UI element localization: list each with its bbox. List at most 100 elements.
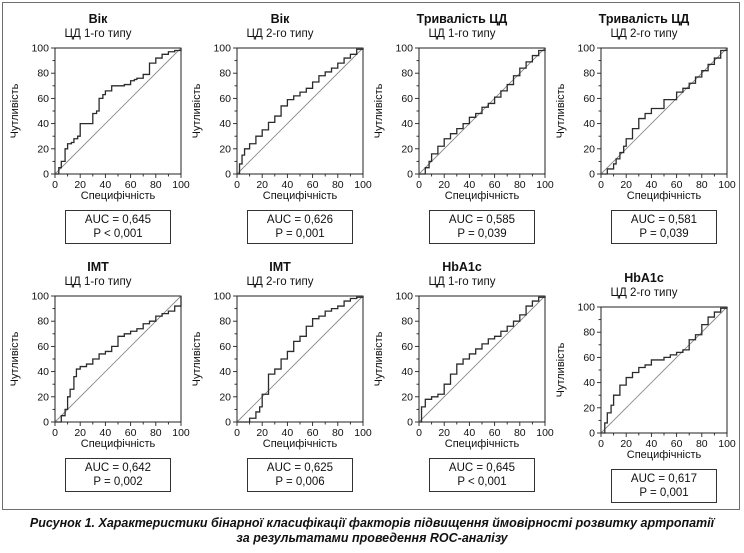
roc-plot: 0 20 40 60 80 100 0 20 40 60 80 100 [31, 291, 189, 440]
y-tick-label: 80 [583, 68, 595, 80]
x-axis-label: Специфічність [80, 438, 156, 450]
x-tick-label: 0 [598, 179, 604, 191]
x-tick-label: 20 [620, 438, 632, 450]
roc-curve [419, 296, 546, 423]
x-tick-label: 80 [332, 179, 344, 191]
y-tick-label: 80 [583, 327, 595, 339]
figure-frame [2, 2, 740, 510]
x-tick-label: 0 [234, 427, 240, 439]
x-axis-label: Специфічність [80, 190, 156, 202]
figure-caption: Рисунок 1. Характеристики бінарної класи… [0, 516, 744, 546]
y-tick-label: 100 [213, 291, 231, 303]
auc-box: AUC = 0,645 P < 0,001 [429, 458, 535, 492]
x-tick-label: 20 [256, 179, 268, 191]
y-tick-label: 100 [213, 43, 231, 55]
reference-diagonal [418, 295, 546, 423]
reference-diagonal [54, 295, 182, 423]
x-tick-label: 40 [646, 179, 658, 191]
y-tick-label: 100 [395, 291, 413, 303]
roc-panel-3: Тривалість ЦД ЦД 1-го типу Чутливість Специ… [372, 8, 554, 258]
y-tick-label: 20 [401, 143, 413, 155]
p-value: P < 0,001 [457, 476, 507, 488]
y-tick-label: 0 [407, 417, 413, 429]
y-tick-label: 40 [37, 118, 49, 130]
roc-curve [601, 307, 728, 434]
auc-box: AUC = 0,585 P = 0,039 [429, 210, 535, 244]
y-tick-label: 40 [583, 118, 595, 130]
roc-panel-5: IMT ЦД 1-го типу Чутливість Специфічність 0 2… [8, 256, 190, 506]
panel-subtitle: ЦД 2-го типу [246, 276, 314, 288]
x-tick-label: 0 [234, 179, 240, 191]
y-tick-label: 0 [225, 169, 231, 181]
panel-subtitle: ЦД 2-го типу [246, 28, 314, 40]
roc-plot: 0 20 40 60 80 100 0 20 40 60 80 100 [213, 43, 371, 192]
y-tick-label: 80 [401, 316, 413, 328]
x-tick-label: 80 [150, 179, 162, 191]
y-tick-label: 100 [577, 43, 595, 55]
y-tick-label: 0 [43, 417, 49, 429]
panel-title: IMT [269, 260, 291, 274]
y-tick-label: 100 [31, 291, 49, 303]
y-tick-label: 100 [577, 302, 595, 314]
panel-title: Тривалість ЦД [416, 12, 508, 26]
auc-box: AUC = 0,581 P = 0,039 [611, 210, 717, 244]
x-tick-label: 20 [74, 179, 86, 191]
roc-plot: 0 20 40 60 80 100 0 20 40 60 80 100 [577, 302, 735, 451]
x-tick-label: 0 [52, 427, 58, 439]
y-tick-label: 20 [37, 143, 49, 155]
auc-value: AUC = 0,617 [630, 473, 698, 485]
panel-subtitle: ЦД 1-го типу [428, 276, 496, 288]
panel-title: HbA1c [624, 271, 664, 285]
x-tick-label: 100 [536, 179, 554, 191]
reference-diagonal [236, 47, 364, 175]
reference-diagonal [236, 295, 364, 423]
y-axis-label: Чутливість [373, 83, 385, 139]
x-tick-label: 40 [100, 179, 112, 191]
x-tick-label: 100 [718, 179, 736, 191]
y-tick-label: 0 [407, 169, 413, 181]
y-axis-label: Чутливість [555, 83, 567, 139]
x-tick-label: 60 [489, 427, 501, 439]
x-tick-label: 20 [74, 427, 86, 439]
x-tick-label: 100 [354, 427, 372, 439]
roc-panel-7: HbA1c ЦД 1-го типу Чутливість Специфічність… [372, 256, 554, 506]
x-tick-label: 40 [646, 438, 658, 450]
y-tick-label: 0 [589, 169, 595, 181]
y-tick-label: 40 [583, 377, 595, 389]
p-value: P = 0,001 [275, 228, 325, 240]
x-tick-label: 100 [718, 438, 736, 450]
roc-panel-8: HbA1c ЦД 2-го типу Чутливість Специфічність… [554, 267, 736, 517]
y-tick-label: 80 [219, 68, 231, 80]
x-tick-label: 60 [125, 427, 137, 439]
caption-line-1: Рисунок 1. Характеристики бінарної класи… [29, 516, 715, 530]
x-tick-label: 60 [125, 179, 137, 191]
panel-subtitle: ЦД 1-го типу [64, 28, 132, 40]
y-axis-label: Чутливість [9, 83, 21, 139]
y-tick-label: 40 [37, 366, 49, 378]
roc-plot: 0 20 40 60 80 100 0 20 40 60 80 100 [395, 291, 553, 440]
panel-subtitle: ЦД 1-го типу [64, 276, 132, 288]
y-tick-label: 60 [37, 93, 49, 105]
y-tick-label: 60 [401, 93, 413, 105]
y-tick-label: 20 [583, 402, 595, 414]
y-axis-label: Чутливість [9, 331, 21, 387]
x-tick-label: 40 [100, 427, 112, 439]
roc-panel-6: IMT ЦД 2-го типу Чутливість Специфічність 0 2… [190, 256, 372, 506]
x-tick-label: 80 [696, 438, 708, 450]
panel-title: Вік [88, 12, 108, 26]
roc-curve [55, 296, 182, 423]
auc-value: AUC = 0,581 [630, 214, 698, 226]
roc-panel-2: Вік ЦД 2-го типу Чутливість Специфічність 0 2… [190, 8, 372, 258]
x-tick-label: 60 [671, 438, 683, 450]
reference-diagonal [600, 306, 728, 434]
x-tick-label: 100 [172, 427, 190, 439]
y-axis-label: Чутливість [373, 331, 385, 387]
x-tick-label: 20 [438, 179, 450, 191]
panel-subtitle: ЦД 1-го типу [428, 28, 496, 40]
x-tick-label: 0 [416, 179, 422, 191]
y-tick-label: 20 [401, 391, 413, 403]
auc-box: AUC = 0,642 P = 0,002 [65, 458, 171, 492]
x-tick-label: 80 [514, 179, 526, 191]
auc-value: AUC = 0,585 [448, 214, 516, 226]
x-tick-label: 60 [489, 179, 501, 191]
